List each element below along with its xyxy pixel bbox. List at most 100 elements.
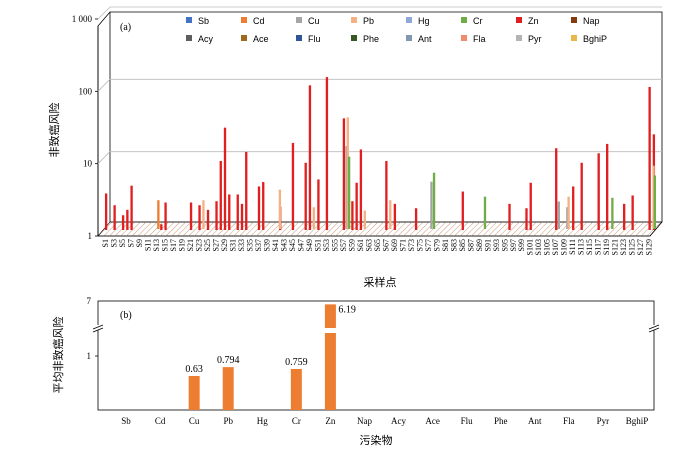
panel-a-xtick-label: S45: [288, 239, 297, 251]
panel-a-xtick-label: S99: [517, 239, 526, 251]
panel-a-xtick-label: S33: [237, 239, 246, 251]
panel-a-xtick-label: S53: [322, 239, 331, 251]
panel-a-xtick-label: S1: [101, 239, 110, 247]
bar-zn: [385, 160, 388, 230]
panel-a-gridline-diag: [97, 151, 111, 164]
bar-zn: [555, 148, 558, 230]
bar-zn: [291, 142, 295, 230]
panel-a-y-axis-title: 非致癌风险: [47, 103, 61, 158]
panel-b-x-ticks: Sb Cd Cu Pb Hg Cr Zn Nap Acy Ace Flu Phe Ant Fla Pyr Bg…: [121, 416, 648, 426]
bar-pb: [346, 117, 349, 229]
bar-cu: [345, 146, 348, 229]
panel-b-xtick-label: Sb: [121, 416, 131, 426]
legend-label-cr: Cr: [473, 16, 483, 26]
bar-zn: [257, 186, 261, 230]
panel-a-xtick-label: S61: [356, 239, 365, 251]
bar-zn: [236, 194, 239, 230]
bar-zn: [126, 209, 129, 230]
panel-a-xtick-label: S127: [636, 239, 645, 255]
bar-zn: [130, 185, 133, 230]
bar-zn: [606, 143, 609, 230]
panel-b-ytick-one: 1: [87, 351, 92, 361]
legend-swatch-cu: [296, 17, 302, 23]
panel-a-xtick-label: S83: [449, 239, 458, 251]
panel-a-xtick-label: S39: [262, 239, 271, 251]
bar-zn: [342, 118, 346, 230]
legend-label-phe: Phe: [363, 34, 379, 44]
panel-a-xtick-label: S13: [152, 239, 161, 251]
bar-pb: [278, 189, 282, 229]
panel-b-xtick-label: Cr: [292, 416, 301, 426]
legend-label-cu: Cu: [308, 16, 320, 26]
panel-a-xtick-label: S15: [161, 239, 170, 251]
panel-a-frame: [97, 11, 663, 237]
panel-b-y-axis-title: 平均非致癌风险: [51, 317, 65, 394]
legend-swatch-zn: [516, 17, 522, 23]
legend-label-sb: Sb: [198, 16, 209, 26]
panel-b-xtick-label: Hg: [257, 416, 268, 426]
bar-zn: [215, 201, 218, 230]
bar-zn: [262, 182, 265, 230]
panel-b-xtick-label: Cu: [189, 416, 200, 426]
legend-swatch-sb: [186, 17, 192, 23]
panel-a-xtick-label: S129: [645, 239, 654, 255]
bar-zn: [121, 215, 125, 230]
bar-zn: [164, 202, 167, 230]
panel-a-xtick-label: S89: [475, 239, 484, 251]
legend-swatch-cd: [241, 17, 247, 23]
panel-b-xtick-label: Cd: [155, 416, 166, 426]
panel-a-xtick-label: S43: [279, 239, 288, 251]
bar-cr: [347, 156, 351, 229]
panel-a-xtick-label: S115: [585, 239, 594, 255]
panel-a-xtick-label: S23: [195, 239, 204, 251]
bar-zn: [198, 205, 201, 230]
panel-a-xtick-label: S103: [534, 239, 543, 255]
panel-a-y-ticks: 1 10 100 1 000: [72, 14, 98, 241]
bar-zn: [308, 85, 312, 230]
panel-a-xtick-label: S41: [271, 239, 280, 251]
legend-swatch-cr: [461, 17, 467, 23]
bar-zn: [304, 162, 307, 230]
legend-label-acy: Acy: [198, 34, 214, 44]
bar-zn: [240, 203, 244, 230]
legend-label-ace: Ace: [253, 34, 269, 44]
bar-cr: [653, 175, 656, 229]
bar-zn: [572, 186, 575, 230]
panel-a-xtick-label: S81: [441, 239, 450, 251]
panel-a-floor: [97, 221, 663, 237]
panel-a-xtick-label: S77: [424, 239, 433, 251]
panel-a-xtick-label: S67: [381, 239, 390, 251]
panel-a-xtick-label: S9: [135, 239, 144, 247]
axis-break-left: [92, 324, 104, 333]
panel-a-ytick-label: 1 000: [72, 14, 93, 24]
bar-zn: [597, 153, 600, 230]
panel-b-xtick-label: Ace: [425, 416, 440, 426]
panel-b-xtick-label: Nap: [357, 416, 372, 426]
panel-a-ytick-label: 10: [83, 159, 93, 169]
panel-a-xtick-label: S63: [364, 239, 373, 251]
panel-a-xtick-label: S95: [500, 239, 509, 251]
bar-zn: [648, 86, 651, 230]
legend-label-ant: Ant: [418, 34, 432, 44]
panel-a-bars: [104, 77, 656, 230]
panel-a: 1 10 100 1 000 S1 S3 S5 S7 S9 S11 S13 S15 S17 S19 S21…: [47, 6, 663, 289]
panel-a-xtick-label: S3: [110, 239, 119, 247]
panel-a-gridline-diag: [97, 79, 111, 92]
bar-zn: [414, 208, 418, 230]
panel-b-data-label: 0.63: [185, 364, 203, 375]
bar-zn: [525, 208, 528, 230]
panel-a-ytick-label: 1: [88, 231, 93, 241]
legend-swatch-ace: [241, 35, 247, 41]
bar-pb: [652, 165, 655, 229]
bar-zn: [580, 162, 583, 230]
bar-zn: [359, 149, 363, 230]
panel-b-data-label: 0.759: [285, 357, 308, 368]
panel-b-bar-pb: [222, 367, 234, 410]
panel-a-legend: Sb Cd Cu Pb Hg Cr Zn Nap Acy Ace Flu Phe Ant Fla Pyr Bg…: [186, 16, 607, 44]
panel-b-bar-zn-lower: [324, 333, 336, 410]
panel-b-xtick-label: Zn: [325, 416, 335, 426]
bar-pb: [312, 207, 316, 229]
bar-zn: [631, 195, 634, 230]
panel-a-xtick-label: S85: [458, 239, 467, 251]
bar-zn: [160, 224, 163, 230]
